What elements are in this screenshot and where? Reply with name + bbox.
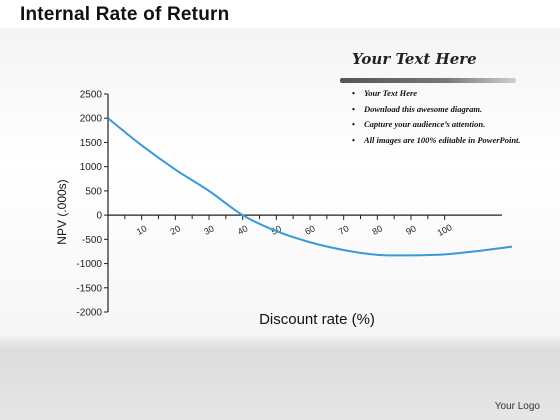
x-tick-label: 40 <box>236 223 250 237</box>
x-tick-label: 20 <box>169 223 183 237</box>
x-tick-label: 70 <box>337 223 351 237</box>
x-tick-label: 90 <box>404 223 418 237</box>
bullet-item: Your Text Here <box>352 86 522 102</box>
bullet-list: Your Text Here Download this awesome dia… <box>352 86 522 148</box>
y-axis-label: NPV (.000s) <box>55 179 69 244</box>
x-tick-label: 60 <box>303 223 317 237</box>
x-tick-label: 10 <box>135 223 149 237</box>
npv-curve <box>107 117 513 257</box>
bullet-item: Capture your audience’s attention. <box>352 117 522 133</box>
y-tick-label: 2000 <box>80 114 103 125</box>
slide-title: Internal Rate of Return <box>20 4 230 25</box>
y-tick-label: -1000 <box>76 259 102 270</box>
y-tick-label: 1000 <box>80 162 103 173</box>
y-tick-label: 2500 <box>80 90 103 101</box>
x-tick-label: 100 <box>436 222 454 238</box>
x-tick-label: 80 <box>371 223 385 237</box>
series-layer <box>107 117 513 257</box>
bullet-item: All images are 100% editable in PowerPoi… <box>352 133 522 149</box>
x-axis: 10 20 30 40 50 60 70 80 90 100 <box>108 214 502 238</box>
y-tick-label: -500 <box>82 235 102 246</box>
y-tick-label: 1500 <box>80 138 103 149</box>
textbox-underline <box>340 78 516 83</box>
x-axis-label: Discount rate (%) <box>259 311 375 328</box>
footer-logo-text: Your Logo <box>494 401 540 412</box>
y-tick-label: -1500 <box>76 283 102 294</box>
y-axis: 2500 2000 1500 1000 500 0 -500 -1000 -1500 -2000 <box>76 90 109 319</box>
y-tick-label: 500 <box>85 186 102 197</box>
bullet-item: Download this awesome diagram. <box>352 102 522 118</box>
y-tick-label: -2000 <box>76 308 102 319</box>
textbox-heading: Your Text Here <box>352 50 477 68</box>
x-tick-label: 30 <box>202 223 216 237</box>
y-tick-label: 0 <box>96 211 102 222</box>
